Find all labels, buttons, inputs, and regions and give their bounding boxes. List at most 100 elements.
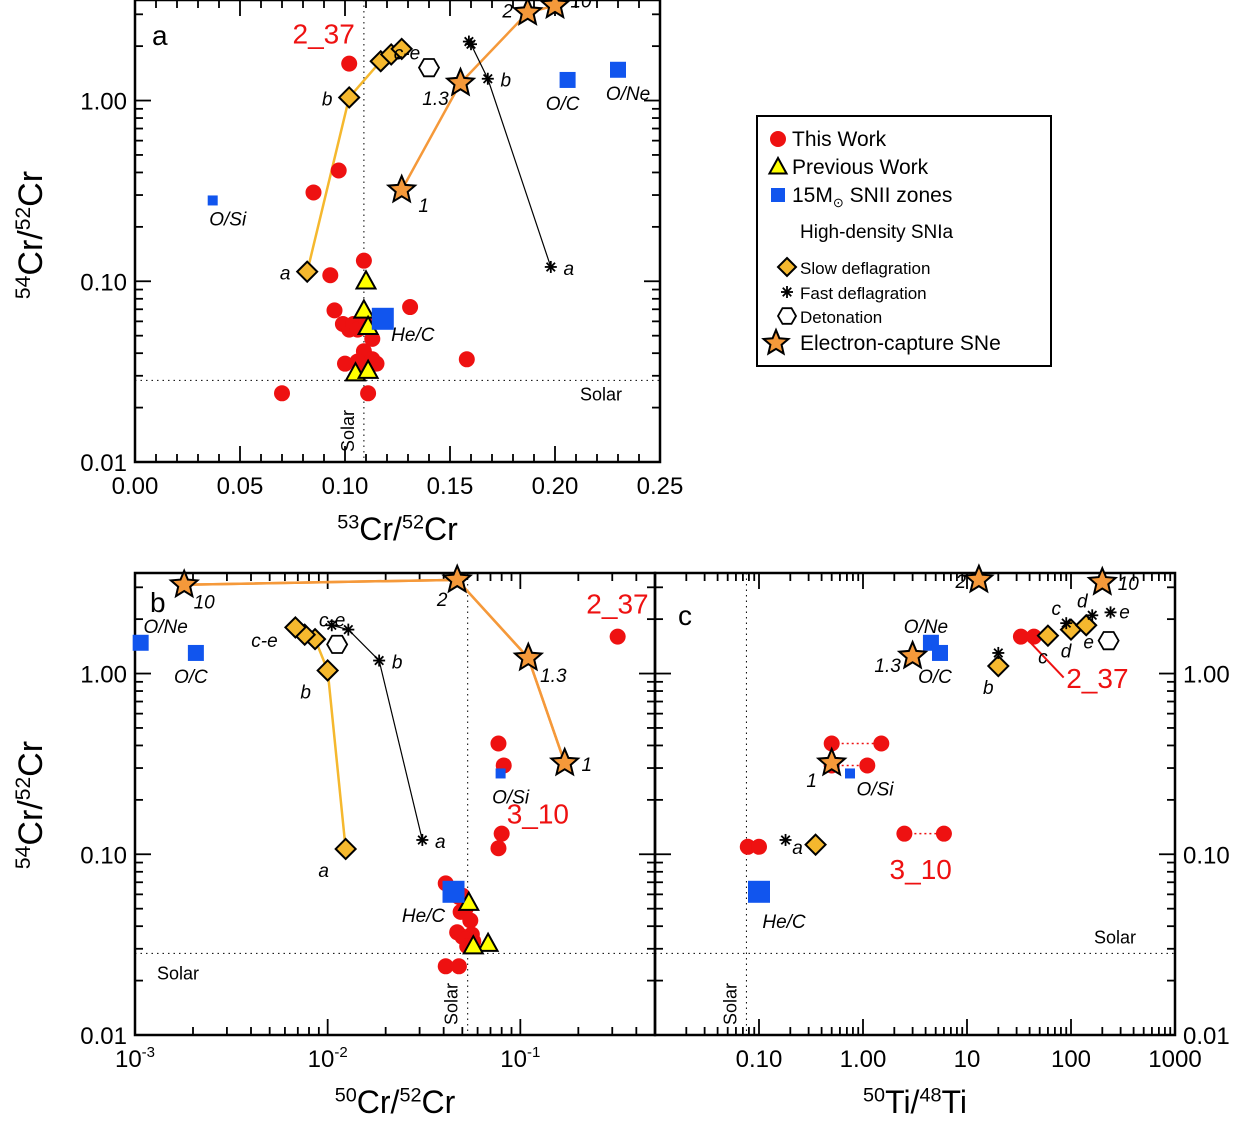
detonation-point bbox=[326, 634, 349, 654]
snii-zone-label: O/Ne bbox=[606, 84, 650, 105]
this-work-point bbox=[490, 735, 507, 752]
snii-zone-point bbox=[610, 61, 626, 78]
ecsn-point bbox=[896, 639, 929, 670]
ecsn-label: 10 bbox=[194, 593, 216, 614]
label-part: Ti bbox=[942, 1084, 967, 1120]
fast-deflagration-point bbox=[1104, 606, 1117, 619]
snii-zone-point bbox=[187, 644, 204, 661]
grain-pointer-line bbox=[1028, 641, 1065, 679]
panel-c: 0.01 0.10 1.00 0.10 1.00 10 100 1000 50Ti/48Ti So… bbox=[653, 563, 1230, 1120]
superscript: 52 bbox=[402, 511, 424, 533]
fast-deflagration-point bbox=[992, 646, 1005, 659]
this-work-point bbox=[437, 958, 454, 975]
ecsn-point bbox=[168, 568, 200, 599]
snii-zone-point bbox=[132, 634, 149, 651]
this-work-point bbox=[1012, 628, 1029, 645]
snii-zone-label: O/C bbox=[546, 94, 580, 115]
snii-zone-label: O/Si bbox=[209, 209, 247, 230]
superscript: 48 bbox=[919, 1084, 941, 1106]
chart-panels: 0.010.101.000.00 0.05 0.10 0.15 0.20 0.2553Cr… bbox=[80, 0, 1230, 1120]
grain-label: 3_10 bbox=[890, 854, 952, 885]
superscript: 52 bbox=[12, 207, 35, 230]
x-tick-label: 0.10 bbox=[736, 1046, 783, 1073]
asterisk-stroke bbox=[1087, 610, 1098, 621]
ecsn-label: 1 bbox=[806, 771, 817, 792]
ecsn-label: 2 bbox=[436, 590, 448, 611]
fast-deflagration-label: b bbox=[501, 71, 512, 92]
x-tick-label: 0.10 bbox=[322, 473, 369, 500]
y-tick-label: 0.01 bbox=[1183, 1023, 1230, 1050]
this-work-point bbox=[609, 628, 626, 645]
previous-work-point bbox=[462, 934, 485, 955]
solar-label-vertical: Solar bbox=[338, 410, 358, 452]
legend-marker-slow bbox=[776, 256, 798, 278]
fast-deflagration-point bbox=[342, 623, 355, 636]
ecsn-label: 2 bbox=[955, 572, 967, 593]
label-part: Cr bbox=[12, 741, 50, 777]
this-work-point bbox=[873, 735, 890, 752]
label-part: Ti/ bbox=[885, 1084, 919, 1120]
previous-work-point bbox=[356, 358, 380, 379]
grain-label: 2_37 bbox=[293, 18, 355, 49]
ecsn-track bbox=[184, 578, 566, 764]
y-tick-label: 0.10 bbox=[1183, 842, 1230, 869]
asterisk-stroke bbox=[782, 287, 792, 297]
ecsn-point bbox=[1086, 565, 1119, 596]
fast-deflagration-label: a bbox=[564, 259, 575, 280]
grain-label: 2_37 bbox=[1066, 663, 1128, 694]
ecsn-label: 2 bbox=[501, 2, 513, 23]
x-axis-title: 53Cr/52Cr bbox=[337, 511, 458, 547]
ecsn-label: 1.3 bbox=[874, 656, 901, 677]
legend-label: High-density SNIa bbox=[800, 222, 954, 243]
ecsn-label: 1 bbox=[581, 755, 592, 776]
this-work-point bbox=[896, 825, 913, 842]
y-tick-label: 1.00 bbox=[1183, 662, 1230, 689]
grain-label: 3_10 bbox=[507, 798, 569, 829]
fast-deflagration-point bbox=[544, 260, 557, 273]
ecsn-point bbox=[385, 173, 418, 204]
this-work-point bbox=[751, 838, 767, 855]
previous-work-point bbox=[352, 298, 376, 319]
this-work-point bbox=[935, 825, 952, 842]
asterisk-stroke bbox=[545, 262, 556, 272]
superscript: 50 bbox=[335, 1084, 357, 1106]
slow-deflagration-point bbox=[986, 654, 1010, 678]
superscript: 54 bbox=[12, 275, 35, 299]
slow-deflagration-point bbox=[316, 659, 340, 682]
this-work-point bbox=[355, 252, 372, 269]
legend-marker-this bbox=[770, 131, 786, 147]
this-work-point bbox=[341, 55, 358, 72]
label-part: Cr bbox=[12, 171, 50, 207]
this-work-point bbox=[823, 735, 840, 752]
ecsn-point bbox=[441, 563, 473, 594]
snii-zone-label: He/C bbox=[762, 912, 806, 933]
plot-frame bbox=[133, 571, 657, 1037]
legend-marker-fast bbox=[781, 286, 793, 298]
snii-zone-label: O/Si bbox=[492, 787, 530, 808]
snii-zone-point bbox=[748, 880, 770, 903]
plot-frame bbox=[653, 571, 1177, 1037]
ecsn-label: 10 bbox=[570, 0, 592, 13]
asterisk-stroke bbox=[1105, 607, 1116, 618]
snii-zone-label: O/C bbox=[918, 667, 952, 688]
slow-deflagration-point bbox=[337, 86, 361, 109]
x-tick-label: 10 bbox=[954, 1046, 981, 1073]
legend-box bbox=[756, 115, 1052, 367]
ecsn-point bbox=[511, 0, 544, 26]
legend-label: Fast deflagration bbox=[800, 284, 927, 303]
this-work-point bbox=[490, 840, 507, 857]
this-work-point bbox=[330, 162, 347, 179]
legend-label: Detonation bbox=[800, 308, 882, 327]
snii-zone-point bbox=[845, 768, 856, 779]
fast-deflagration-track bbox=[331, 624, 423, 841]
x-tick-label: 10-1 bbox=[500, 1044, 540, 1073]
x-tick-label: 10-2 bbox=[308, 1044, 348, 1073]
ecsn-point bbox=[963, 563, 995, 594]
ecsn-point bbox=[548, 746, 581, 777]
legend-label: This Work bbox=[792, 128, 887, 151]
x-tick-label: 0.25 bbox=[637, 473, 684, 500]
fast-deflagration-label: b bbox=[392, 653, 403, 674]
plot-frame bbox=[133, 0, 662, 464]
x-tick-label: 1.00 bbox=[840, 1046, 887, 1073]
y-axis-title: 54Cr/52Cr bbox=[12, 741, 50, 869]
